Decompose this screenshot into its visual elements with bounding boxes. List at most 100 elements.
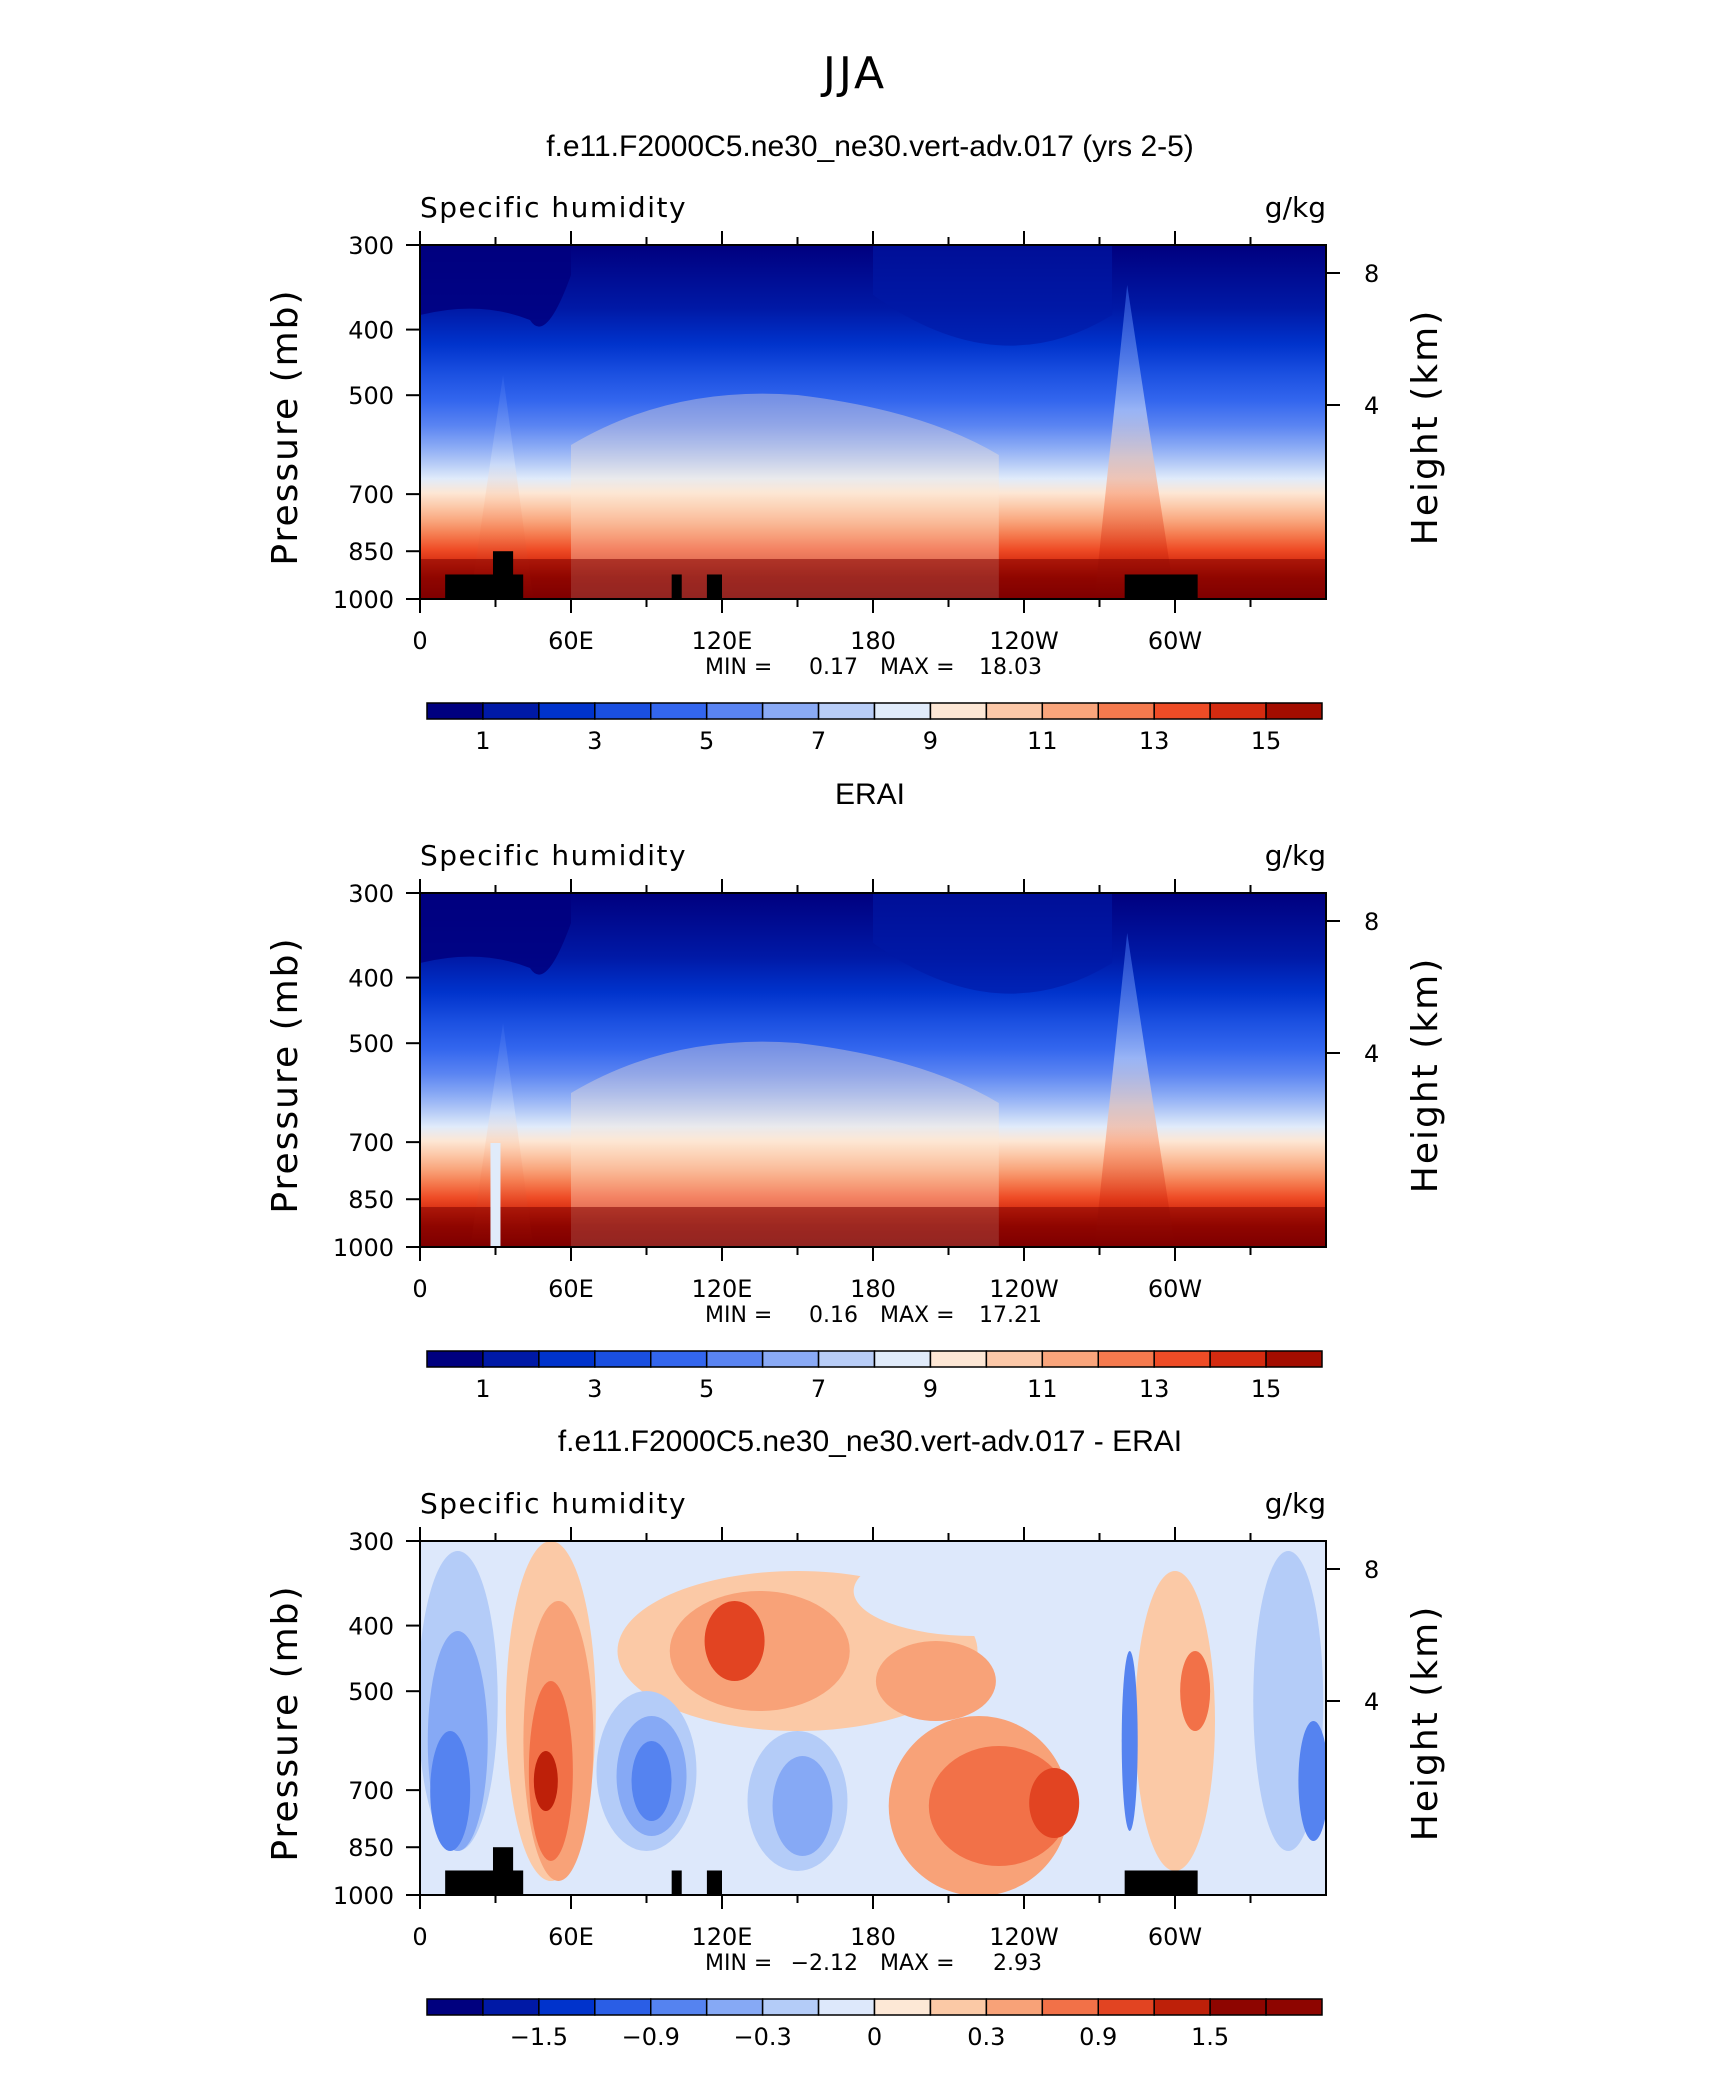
x-tick-label: 0 — [412, 1275, 427, 1303]
difference-contour — [1029, 1768, 1080, 1838]
colorbar-box — [705, 1350, 764, 1368]
colorbar-box — [817, 702, 876, 720]
colorbar-box — [538, 1350, 596, 1368]
moist-plume — [1094, 933, 1175, 1247]
x-tick-label: 60W — [1148, 627, 1202, 655]
y-tick-label: 300 — [348, 880, 394, 908]
min-label: MIN = — [705, 655, 772, 680]
colorbar-label: 1 — [475, 727, 490, 755]
dry-region — [420, 245, 571, 327]
topography-mask — [671, 574, 682, 599]
min-value: 0.16 — [809, 1303, 858, 1328]
colorbar-box — [985, 702, 1044, 720]
colorbar-label: 0 — [867, 2023, 882, 2051]
x-tick-label: 60E — [548, 627, 594, 655]
max-value: 18.03 — [979, 655, 1042, 680]
colorbar-box — [1041, 702, 1099, 720]
panel-1: Specific humidity g/kg 0 60E 120E 180 120W 60W 3… — [265, 191, 1446, 755]
min-value: −2.12 — [791, 1951, 858, 1976]
panel-1-title: f.e11.F2000C5.ne30_ne30.vert-adv.017 (yr… — [546, 130, 1194, 163]
difference-contour — [1180, 1651, 1211, 1731]
plot-area — [420, 1541, 1326, 1895]
dry-region — [420, 893, 571, 975]
colorbar-box — [1097, 1998, 1155, 2016]
y-tick-label: 700 — [348, 1777, 394, 1805]
colorbar-box — [761, 702, 820, 720]
plot-area — [420, 893, 1326, 1247]
colorbar-label: 5 — [699, 727, 714, 755]
y-axis-title: Pressure (mb) — [265, 936, 306, 1213]
difference-contour — [928, 1746, 1069, 1866]
y2-tick-label: 4 — [1364, 1688, 1379, 1716]
colorbar-box — [650, 702, 708, 720]
y-tick-label: 400 — [348, 965, 394, 993]
humidity-field — [420, 893, 1326, 1247]
x-tick-label: 180 — [850, 1923, 896, 1951]
y2-axis-title: Height (km) — [1405, 957, 1446, 1193]
colorbar-box — [1153, 1998, 1211, 2016]
y-tick-label: 850 — [348, 538, 394, 566]
colorbar-label: −0.9 — [622, 2023, 680, 2051]
colorbar-box — [1097, 1350, 1155, 1368]
difference-contour — [631, 1741, 672, 1821]
min-label: MIN = — [705, 1303, 772, 1328]
topography-mask — [492, 1847, 514, 1895]
colorbar-box — [1153, 1350, 1211, 1368]
y-tick-label: 500 — [348, 382, 394, 410]
x-tick-label: 120W — [989, 627, 1059, 655]
colorbar-box — [538, 1998, 596, 2016]
y-tick-label: 1000 — [333, 1234, 394, 1262]
y2-tick-label: 8 — [1364, 260, 1379, 288]
colorbar-box — [594, 1350, 652, 1368]
x-tick-label: 0 — [412, 627, 427, 655]
colorbar-box — [1265, 1998, 1323, 2016]
y-axis-title: Pressure (mb) — [265, 1584, 306, 1861]
units-label: g/kg — [1265, 191, 1326, 224]
plot-area — [420, 245, 1326, 599]
colorbar-box — [929, 1998, 988, 2016]
colorbar-box — [873, 702, 932, 720]
colorbar-box — [817, 1998, 876, 2016]
colorbar-box — [482, 1998, 540, 2016]
variable-label: Specific humidity — [420, 839, 687, 872]
y2-axis-title: Height (km) — [1405, 1605, 1446, 1841]
colorbar-box — [426, 1350, 484, 1368]
difference-contour — [430, 1731, 471, 1851]
colorbar-label: 13 — [1139, 727, 1170, 755]
topography-mask — [1124, 574, 1198, 599]
colorbar-label: 5 — [699, 1375, 714, 1403]
colorbar-box — [426, 1998, 484, 2016]
colorbar-box — [1265, 702, 1323, 720]
x-tick-label: 60E — [548, 1275, 594, 1303]
y-tick-label: 400 — [348, 317, 394, 345]
y-tick-label: 850 — [348, 1186, 394, 1214]
y2-tick-label: 8 — [1364, 908, 1379, 936]
surface-layer — [420, 1207, 1326, 1247]
colorbar-box — [1041, 1998, 1099, 2016]
panel-3-title: f.e11.F2000C5.ne30_ne30.vert-adv.017 - E… — [557, 1425, 1183, 1458]
colorbar-label: 1 — [475, 1375, 490, 1403]
colorbar-box — [482, 1350, 540, 1368]
units-label: g/kg — [1265, 1487, 1326, 1520]
difference-contour — [533, 1751, 558, 1811]
colorbar-box — [650, 1350, 708, 1368]
panel-2-title: ERAI — [834, 778, 906, 811]
colorbar-box — [1209, 1350, 1267, 1368]
colorbar-label: 13 — [1139, 1375, 1170, 1403]
colorbar-box — [761, 1350, 820, 1368]
x-tick-label: 0 — [412, 1923, 427, 1951]
moist-plume — [470, 375, 534, 599]
colorbar-box — [1265, 1350, 1323, 1368]
dry-column — [490, 1143, 501, 1247]
colorbar-label: 9 — [923, 727, 938, 755]
y2-axis-title: Height (km) — [1405, 309, 1446, 545]
dry-region — [873, 893, 1113, 994]
x-tick-label: 120E — [692, 627, 753, 655]
topography-mask — [492, 551, 514, 599]
colorbar-box — [873, 1998, 932, 2016]
colorbar-box — [1209, 702, 1267, 720]
colorbar-box — [929, 1350, 988, 1368]
colorbar-box — [426, 702, 484, 720]
difference-contour — [853, 1546, 1094, 1636]
y2-tick-label: 4 — [1364, 392, 1379, 420]
